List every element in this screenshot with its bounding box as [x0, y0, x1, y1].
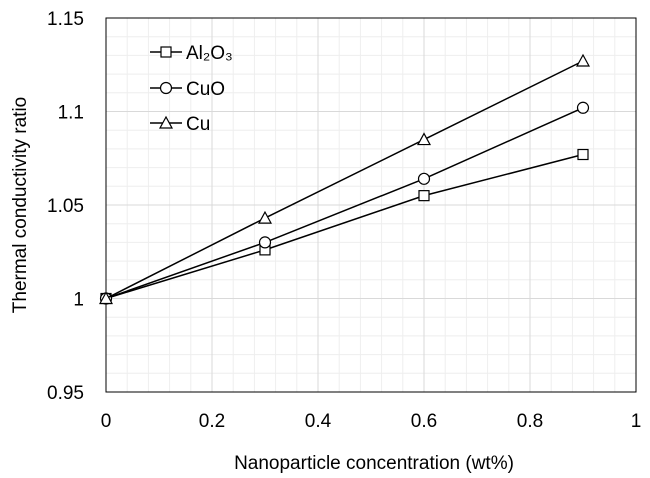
legend-marker-square [160, 46, 172, 58]
series-line [105, 107, 584, 300]
data-point-circle [417, 172, 431, 185]
legend-label: Cu [186, 114, 210, 135]
legend-item: Al₂O₃ [150, 43, 233, 64]
data-point-circle [576, 101, 590, 114]
legend-item: Cu [150, 114, 210, 135]
x-tick-label: 0 [101, 411, 112, 432]
legend-marker-circle [159, 81, 173, 95]
x-tick-label: 1 [631, 411, 642, 432]
y-axis-title: Thermal conductivity ratio [10, 97, 31, 313]
x-axis-title: Nanoparticle concentration (wt%) [234, 453, 514, 474]
y-tick-label: 0.95 [47, 383, 84, 404]
legend: Al₂O₃ CuO Cu [150, 43, 233, 135]
series-layer [98, 53, 591, 305]
data-point-triangle [416, 132, 432, 146]
series-line [105, 153, 584, 300]
series-square [100, 148, 589, 305]
y-tick-label: 1.05 [47, 196, 84, 217]
data-point-circle [258, 236, 272, 249]
series-triangle [98, 53, 591, 305]
legend-marker-triangle [158, 115, 174, 129]
x-tick-label: 0.8 [517, 411, 543, 432]
data-point-triangle [98, 291, 114, 305]
data-point-square [418, 190, 430, 202]
plot-area-frame [105, 17, 637, 393]
y-tick-label: 1.1 [58, 103, 84, 124]
series-circle [99, 101, 590, 305]
tick-labels: 0 0.2 0.4 0.6 0.8 1 0.95 1 1.05 1.1 1.15 [47, 9, 641, 432]
data-point-triangle [257, 210, 273, 224]
legend-label: CuO [186, 79, 225, 100]
y-tick-label: 1 [73, 290, 84, 311]
legend-item: CuO [150, 79, 225, 100]
x-tick-label: 0.6 [411, 411, 437, 432]
data-point-triangle [575, 53, 591, 67]
x-tick-label: 0.2 [199, 411, 225, 432]
x-tick-label: 0.4 [305, 411, 332, 432]
y-tick-label: 1.15 [47, 9, 84, 30]
series-line [105, 60, 584, 300]
data-point-square [577, 148, 589, 161]
legend-label: Al₂O₃ [186, 43, 233, 64]
